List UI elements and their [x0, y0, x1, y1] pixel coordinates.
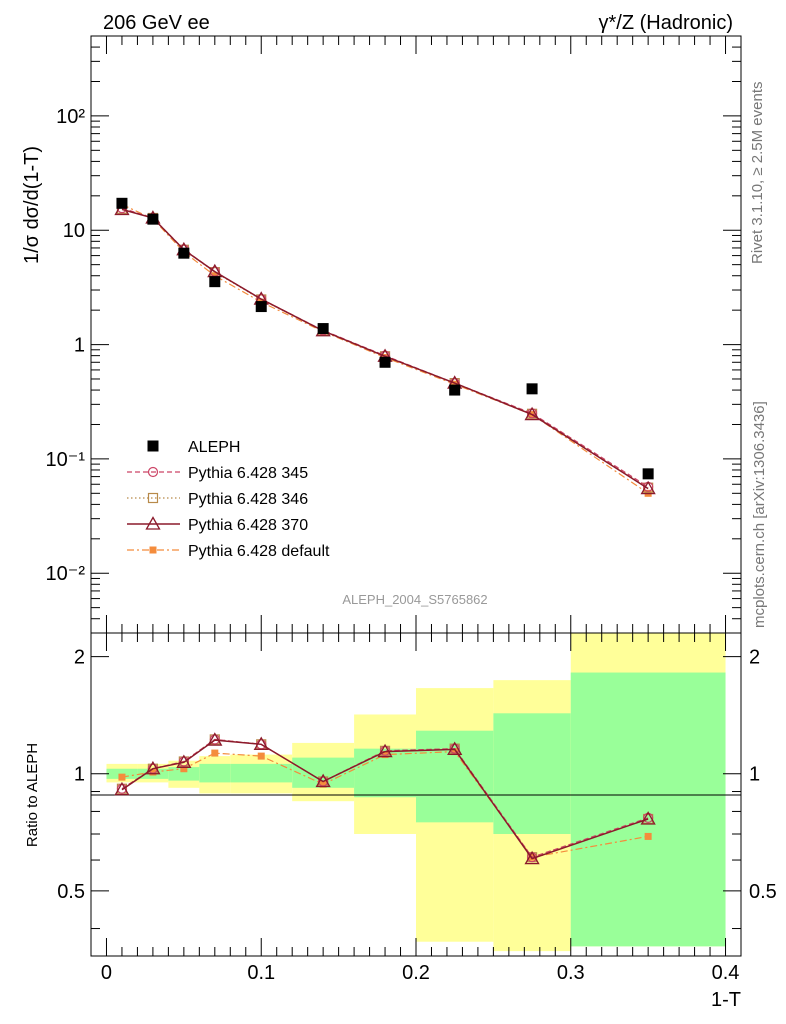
- ratio-x-tick-label: 0: [101, 962, 112, 984]
- series-marker-p370: [114, 781, 130, 796]
- band-inner-bin: [493, 713, 571, 834]
- series-marker-p370: [253, 736, 269, 750]
- data-point: [178, 247, 190, 259]
- series-marker-p370: [524, 850, 540, 865]
- main-y-tick-label: 10: [63, 220, 85, 242]
- series-marker-pdefault: [257, 752, 265, 760]
- series-line-p370: [121, 208, 649, 490]
- data-uncertainty-bands: [106, 633, 726, 952]
- main-series-layer: [114, 197, 656, 497]
- legend-label-data: ALEPH: [188, 439, 240, 456]
- series-marker-pdefault: [180, 765, 188, 773]
- process-label: γ*/Z (Hadronic): [599, 12, 733, 34]
- analysis-label: ALEPH_2004_S5765862: [342, 592, 487, 607]
- main-plot-panel: 10⁻² 10⁻¹ 1 10 10² 1/σ dσ/d(1-T) ALEPH_2004_…: [21, 35, 742, 634]
- main-y-tick-label: 10⁻¹: [46, 449, 86, 471]
- ratio-y-tick-label-right: 2: [749, 647, 760, 669]
- data-point: [642, 468, 654, 480]
- legend-marker-data: [147, 440, 159, 452]
- data-point: [379, 356, 391, 368]
- series-marker-pdefault: [451, 380, 459, 388]
- legend-marker-p346: [147, 492, 159, 504]
- data-point: [147, 213, 159, 225]
- series-marker-p370: [315, 773, 331, 788]
- series-line-p370: [121, 739, 649, 860]
- ratio-x-tick-label: 0.3: [557, 962, 585, 984]
- ratio-frame: [90, 632, 742, 957]
- legend-label-pdefault: Pythia 6.428 default: [188, 543, 330, 560]
- series-marker-pdefault: [381, 751, 389, 759]
- legend-marker-p370: [145, 516, 161, 530]
- series-marker-pdefault: [319, 780, 327, 788]
- band-inner-bin: [168, 767, 200, 781]
- series-marker-pdefault: [118, 773, 126, 781]
- band-inner-bin: [199, 763, 231, 783]
- legend-label-p345: Pythia 6.428 345: [188, 465, 308, 482]
- band-inner-bin: [230, 763, 293, 783]
- energy-label: 206 GeV ee: [103, 12, 210, 34]
- series-marker-p370: [640, 480, 656, 495]
- ratio-y-tick-label-right: 1: [749, 764, 760, 786]
- series-marker-p370: [640, 811, 656, 825]
- band-inner-bin: [570, 672, 726, 947]
- legend-entry-p346: Pythia 6.428 346: [127, 491, 308, 508]
- x-axis-label: 1-T: [711, 989, 741, 1011]
- mcplots-label: mcplots.cern.ch [arXiv:1306.3436]: [751, 401, 768, 628]
- legend-entry-p345: Pythia 6.428 345: [127, 465, 308, 482]
- main-axis-ticks: 10⁻² 10⁻¹ 1 10 10²: [46, 36, 741, 633]
- rivet-label: Rivet 3.1.10, ≥ 2.5M events: [749, 82, 766, 265]
- legend-label-p370: Pythia 6.428 370: [188, 517, 308, 534]
- ratio-x-tick-label: 0.2: [402, 962, 430, 984]
- series-marker-pdefault: [644, 832, 652, 840]
- legend-entry-data: ALEPH: [147, 439, 240, 456]
- data-point: [526, 383, 538, 395]
- ratio-y-tick-label: 0.5: [57, 881, 85, 903]
- data-point: [449, 384, 461, 396]
- ratio-x-tick-label: 0.1: [247, 962, 275, 984]
- legend-entry-pdefault: Pythia 6.428 default: [127, 543, 330, 560]
- ratio-y-axis-label: Ratio to ALEPH: [24, 743, 41, 847]
- data-point: [209, 276, 221, 288]
- series-marker-p370: [207, 732, 223, 746]
- series-marker-p370: [524, 406, 540, 421]
- legend-marker-pdefault: [149, 546, 157, 554]
- data-point: [116, 197, 128, 209]
- data-point: [317, 323, 329, 335]
- series-marker-p370: [447, 741, 463, 756]
- ratio-y-tick-label: 2: [74, 647, 85, 669]
- ratio-x-tick-label: 0.4: [712, 962, 740, 984]
- main-y-tick-label: 10²: [56, 106, 85, 128]
- legend-label-p346: Pythia 6.428 346: [188, 491, 308, 508]
- ratio-y-tick-label-right: 0.5: [749, 881, 777, 903]
- main-y-tick-label: 1: [74, 335, 85, 357]
- series-marker-p370: [377, 743, 393, 758]
- ratio-plot-panel: 0.5 0.5 1 1 2 2 0 0.1 0.2 0.3 0.4 Ratio to ALEPH 1…: [24, 632, 777, 1011]
- main-y-tick-label: 10⁻²: [46, 563, 86, 585]
- main-y-axis-label: 1/σ dσ/d(1-T): [21, 146, 43, 264]
- series-marker-p370: [145, 760, 161, 775]
- series-marker-pdefault: [451, 748, 459, 756]
- series-p370: [114, 732, 656, 865]
- series-marker-pdefault: [149, 768, 157, 776]
- ratio-series-layer: [114, 732, 656, 865]
- series-data: [116, 197, 654, 480]
- data-point: [255, 301, 267, 313]
- legend-marker-p345: [147, 466, 159, 478]
- ratio-y-tick-label: 1: [74, 764, 85, 786]
- legend-entry-p370: Pythia 6.428 370: [127, 516, 308, 534]
- series-marker-p370: [176, 754, 192, 768]
- band-inner-bin: [416, 730, 494, 823]
- ratio-axis-ticks: 0.5 0.5 1 1 2 2 0 0.1 0.2 0.3 0.4: [57, 633, 777, 984]
- legend: ALEPH Pythia 6.428 345 Pythia 6.428 346 Pyt…: [127, 439, 330, 560]
- series-marker-pdefault: [211, 749, 219, 757]
